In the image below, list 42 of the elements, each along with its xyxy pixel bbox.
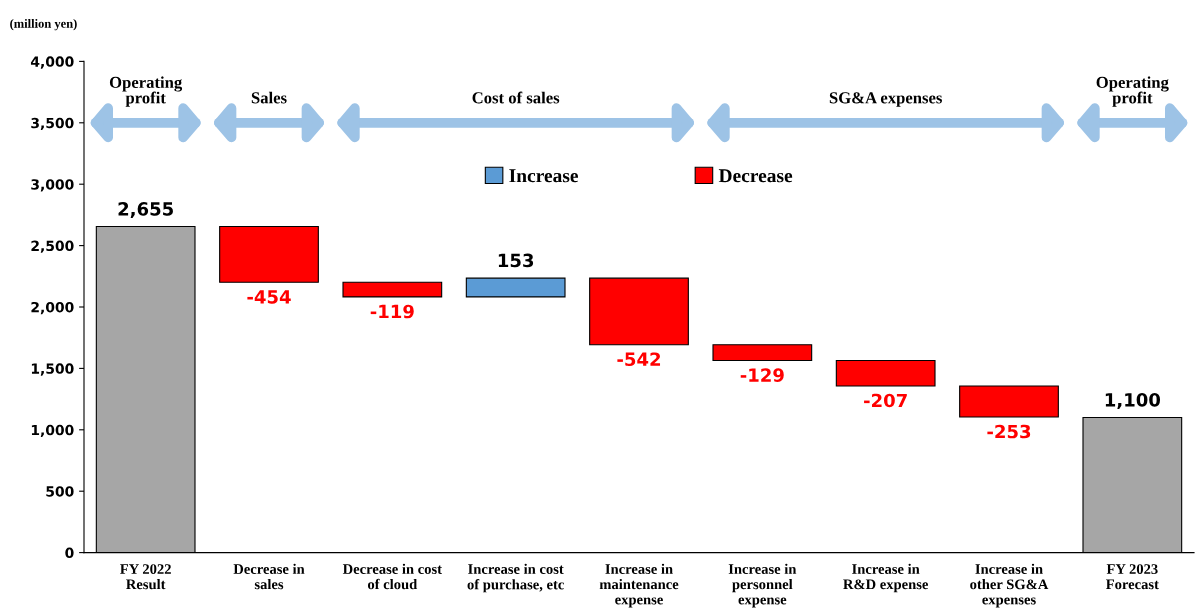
annotation: Sales bbox=[251, 91, 287, 104]
x-tick-label: FY 2022 Result bbox=[120, 564, 171, 590]
data-label: 153 bbox=[498, 253, 534, 268]
data-label: -207 bbox=[864, 393, 907, 408]
data-label: 2,655 bbox=[118, 202, 173, 219]
x-tick-label: Increase in maintenance expense bbox=[599, 563, 679, 608]
bar bbox=[835, 359, 936, 387]
x-tick-label: Increase in R&D expense bbox=[843, 563, 929, 593]
bar bbox=[342, 281, 443, 298]
x-tick-label: Increase in other SG&A expenses bbox=[970, 563, 1049, 608]
x-tick-label: Decrease in sales bbox=[233, 563, 305, 590]
y-tick-label: 3,500 bbox=[31, 117, 74, 131]
x-tick-label: Decrease in cost of cloud bbox=[342, 563, 442, 590]
data-label: -119 bbox=[370, 304, 414, 319]
x-tick-label: Increase in cost of purchase, etc bbox=[467, 563, 564, 593]
annotation: SG&A expenses bbox=[829, 92, 942, 107]
annotation: Cost of sales bbox=[472, 91, 560, 104]
y-axis-title: (million yen) bbox=[10, 18, 77, 31]
legend-label: Decrease bbox=[718, 169, 793, 183]
y-tick-label: 3,000 bbox=[31, 179, 74, 192]
data-label: -253 bbox=[987, 424, 1031, 439]
legend-label: Increase bbox=[509, 169, 579, 183]
y-tick-label: 2,000 bbox=[31, 301, 74, 315]
y-tick-label: 2,500 bbox=[31, 240, 74, 253]
bar bbox=[465, 277, 566, 298]
bar bbox=[959, 385, 1059, 418]
x-tick-label: Increase in personnel expense bbox=[728, 563, 797, 608]
data-label: -454 bbox=[247, 290, 291, 304]
annotation: Operating profit bbox=[1096, 76, 1169, 107]
y-tick-label: 4,000 bbox=[30, 56, 74, 69]
bar bbox=[589, 277, 689, 346]
y-tick-label: 0 bbox=[65, 547, 74, 559]
bar bbox=[219, 226, 319, 283]
data-label: -542 bbox=[617, 352, 661, 367]
bar bbox=[712, 344, 813, 362]
data-label: -129 bbox=[740, 368, 784, 382]
y-tick-label: 1,500 bbox=[31, 363, 74, 376]
y-tick-label: 1,000 bbox=[31, 424, 74, 438]
y-tick-label: 500 bbox=[46, 486, 74, 497]
data-label: 1,100 bbox=[1105, 393, 1161, 409]
x-tick-label: FY 2023 Forecast bbox=[1105, 564, 1159, 590]
annotation: Operating profit bbox=[109, 76, 183, 107]
